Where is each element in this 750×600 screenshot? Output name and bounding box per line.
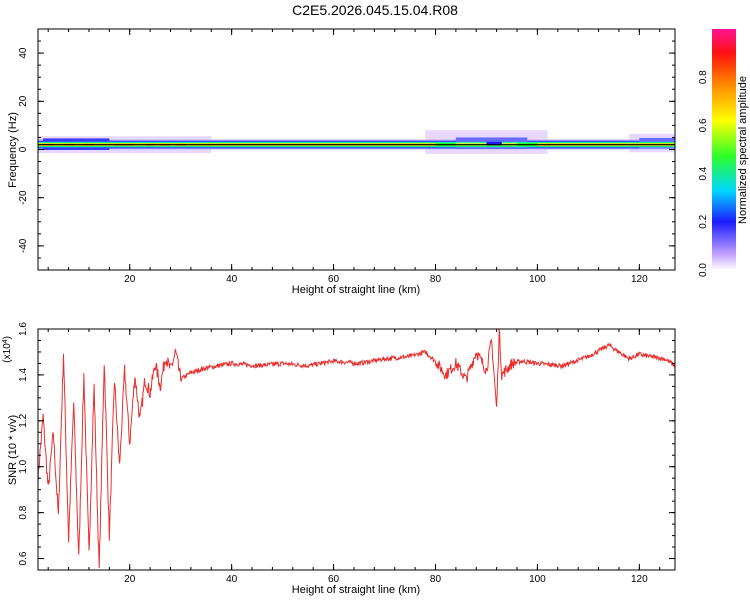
x-tick-label: 60	[328, 274, 340, 285]
colorbar-tick-label: 0.2	[698, 214, 709, 228]
x-tick-label: 100	[529, 274, 546, 285]
y-tick-label: 20	[18, 95, 29, 107]
colorbar-tick-label: 0.8	[698, 70, 709, 84]
x-tick-label: 60	[328, 574, 340, 585]
snr-line	[38, 329, 675, 569]
x-axis-label-top: Height of straight line (km)	[292, 284, 420, 296]
x-tick-label: 40	[226, 274, 238, 285]
colorbar-tick-label: 0.4	[698, 166, 709, 180]
y-tick-label: 1.4	[18, 368, 29, 382]
colorbar-label: Normalized spectral amplitude	[737, 76, 749, 224]
y-tick-label: 0.8	[18, 505, 29, 519]
colorbar-tick-label: 0.0	[698, 263, 709, 277]
y-axis-label-top: Frequency (Hz)	[7, 112, 19, 188]
x-tick-label: 100	[529, 574, 546, 585]
spectrogram-panel: 20 40 60 80 100 120 -40 -20 0 20 40	[18, 28, 676, 285]
colorbar-gradient	[712, 29, 736, 270]
x-tick-label: 40	[226, 574, 238, 585]
colorbar-tick-label: 0.6	[698, 118, 709, 132]
y-tick-label: -20	[18, 190, 29, 205]
x-axis-label-bottom: Height of straight line (km)	[292, 584, 420, 596]
colorbar: 0.0 0.2 0.4 0.6 0.8 Normalized spectral ampl…	[698, 29, 749, 277]
y-tick-label: 1.6	[18, 322, 29, 336]
y-tick-label: 1.2	[18, 413, 29, 427]
y-tick-label: -40	[18, 238, 29, 253]
y-tick-label: 40	[18, 47, 29, 59]
y-tick-label: 1.0	[18, 459, 29, 473]
x-tick-label: 20	[124, 574, 136, 585]
x-tick-label: 120	[631, 274, 648, 285]
x-tick-label: 120	[631, 574, 648, 585]
y-tick-label: 0	[18, 146, 29, 152]
spectral-band	[38, 130, 675, 154]
x-tick-label: 80	[430, 274, 442, 285]
band-blue	[486, 141, 502, 146]
snr-panel: 20 40 60 80 100 120 0.6 0.8 1.0 1.2 1.4 1.6 (x104)	[2, 322, 676, 585]
scale-label: (x104)	[2, 336, 14, 363]
x-tick-label: 80	[430, 574, 442, 585]
plot-frame-bottom	[37, 328, 676, 571]
chart-title: C2E5.2026.045.15.04.R08	[292, 2, 458, 18]
y-axis-label-bottom: SNR (10 * v/v)	[7, 415, 19, 485]
y-tick-label: 0.6	[18, 551, 29, 565]
x-tick-label: 20	[124, 274, 136, 285]
